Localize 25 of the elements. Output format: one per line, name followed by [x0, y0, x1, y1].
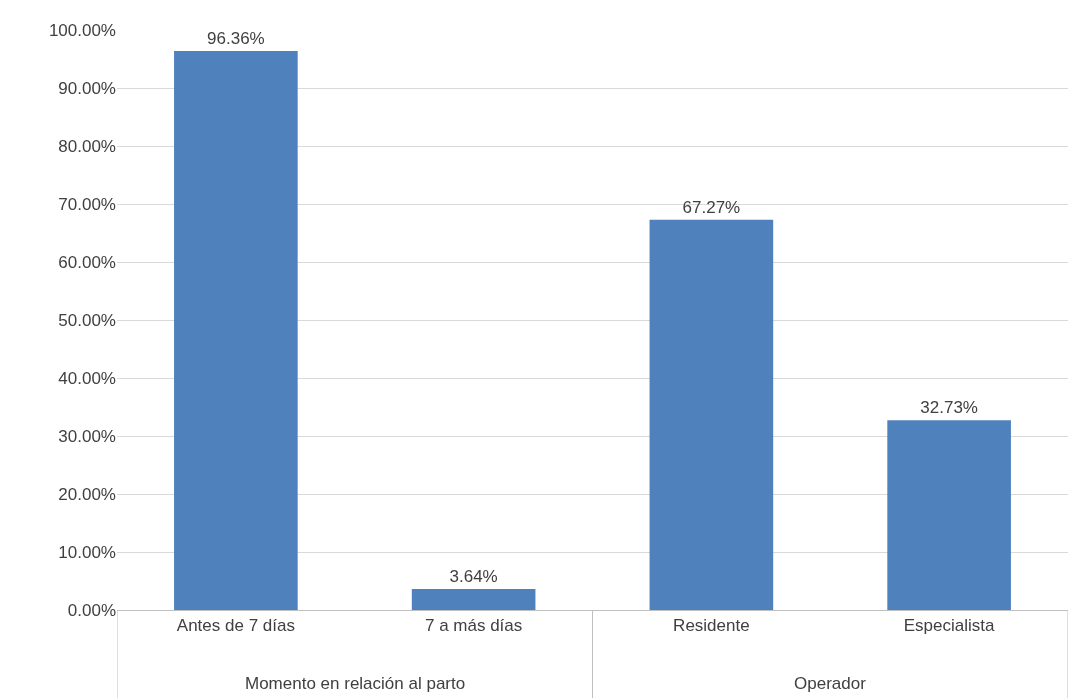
data-label: 3.64% [449, 566, 498, 586]
data-label: 96.36% [207, 29, 265, 49]
y-tick-label: 90.00% [58, 78, 116, 98]
x-tick-label: 7 a más días [424, 616, 523, 636]
data-label: 32.73% [920, 398, 978, 418]
y-tick-label: 30.00% [58, 426, 116, 446]
text: Momento en relación al parto [245, 674, 466, 693]
x-tick-label: Residente [673, 616, 750, 636]
y-tick-label: 20.00% [58, 484, 116, 504]
bar [649, 219, 774, 610]
bar [174, 51, 298, 610]
y-tick-label: 50.00% [58, 310, 116, 330]
y-tick-label: 60.00% [58, 252, 116, 272]
y-tick-label: 80.00% [58, 136, 116, 156]
y-tick-label: 40.00% [58, 368, 116, 388]
y-tick-label: 100.00% [48, 20, 116, 40]
data-label: 67.27% [682, 197, 741, 217]
y-tick-label: 0.00% [67, 600, 116, 620]
text: Operador [794, 674, 867, 693]
y-tick-label: 10.00% [58, 542, 116, 562]
x-tick-label: Especialista [903, 616, 996, 636]
x-tick-label: Antes de 7 días [176, 616, 295, 636]
bar [887, 420, 1011, 610]
y-tick-label: 70.00% [58, 194, 116, 214]
bar [411, 588, 536, 610]
